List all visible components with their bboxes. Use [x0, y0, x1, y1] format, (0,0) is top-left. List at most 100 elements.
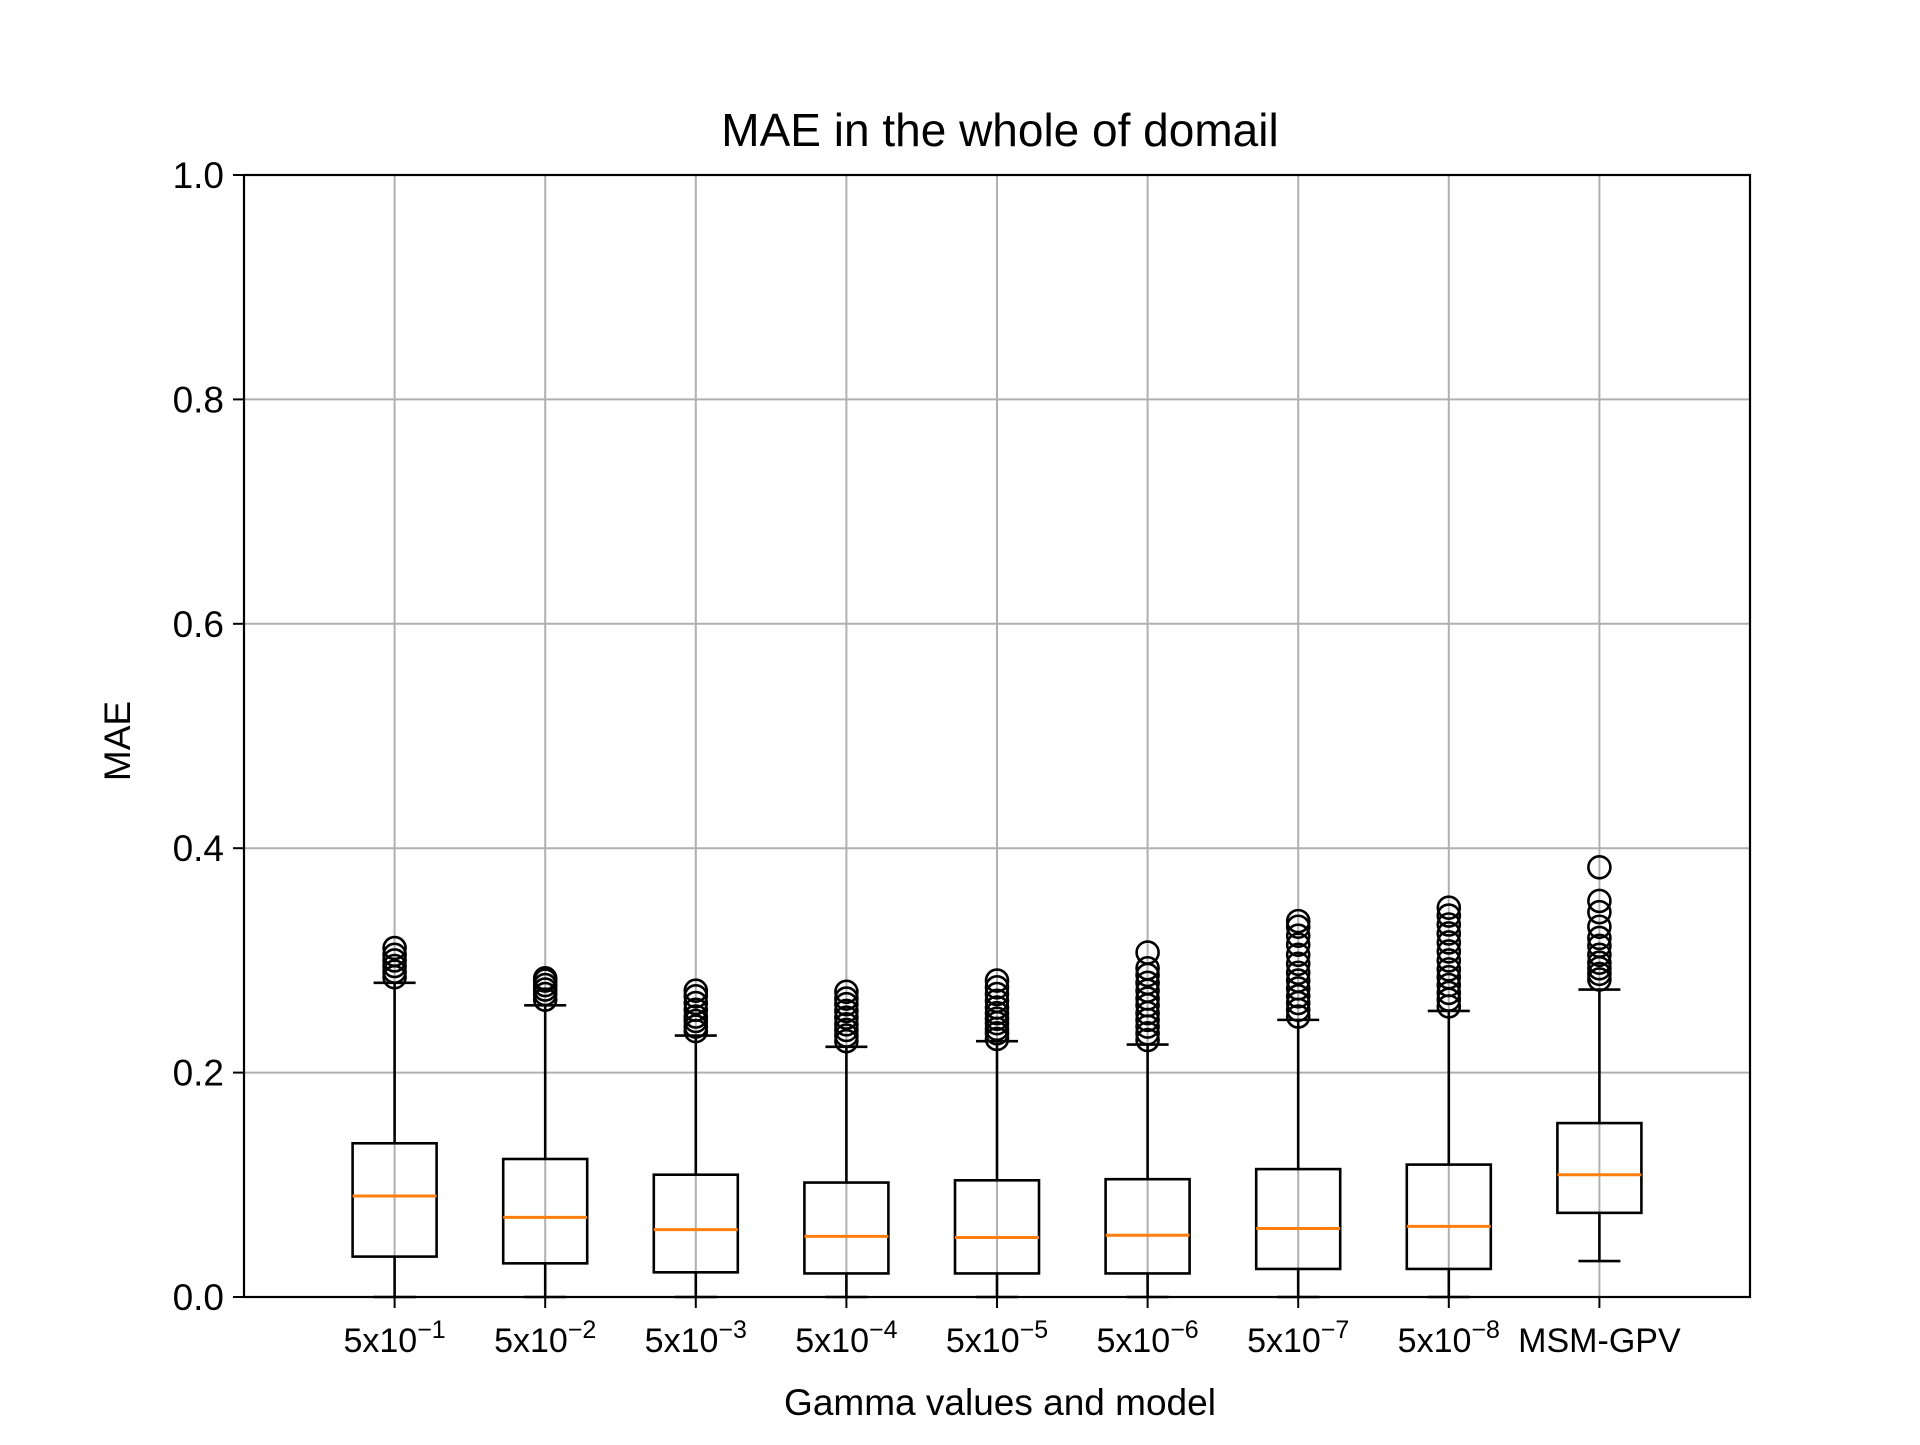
iqr-box [652, 1173, 740, 1274]
outlier-point [1587, 950, 1612, 975]
y-tick-label: 0.6 [173, 604, 224, 645]
outlier-point [984, 1006, 1010, 1032]
x-tick-label: 5x10−3 [645, 1316, 747, 1360]
box-group [501, 966, 589, 1299]
outlier-point [1285, 914, 1311, 940]
y-tick-label: 0.2 [173, 1053, 224, 1094]
outlier-point [1436, 957, 1462, 982]
outlier-point [834, 1017, 859, 1043]
outlier-point [1285, 960, 1311, 986]
x-axis-label: Gamma values and model [784, 1382, 1216, 1423]
outlier-point [683, 1014, 709, 1039]
iqr-box [953, 1179, 1041, 1275]
outlier-point [1587, 854, 1612, 880]
box-group [1254, 908, 1342, 1299]
outlier-point [984, 968, 1010, 993]
outlier-point [382, 942, 407, 968]
chart-title: MAE in the whole of domail [721, 104, 1278, 156]
x-tick-label: 5x10−4 [795, 1316, 897, 1360]
outlier-point [1436, 964, 1462, 990]
outlier-point [1285, 923, 1311, 949]
outlier-point [1285, 932, 1311, 957]
outlier-point [834, 1023, 859, 1048]
x-tick-label: 5x10−7 [1247, 1316, 1349, 1360]
outlier-point [1285, 942, 1311, 968]
outlier-point [1436, 948, 1462, 973]
outlier-point [1285, 951, 1311, 977]
y-tick-label: 0.8 [173, 379, 224, 420]
outlier-point [532, 966, 558, 991]
outlier-point [1285, 1004, 1311, 1029]
y-axis-label: MAE [97, 701, 138, 781]
iqr-box [1405, 1163, 1493, 1271]
iqr-box [803, 1181, 890, 1275]
outlier-point [834, 1028, 859, 1054]
outlier-point [834, 986, 859, 1011]
outlier-point [1135, 970, 1160, 996]
ticks-layer: 0.0 0.2 0.4 0.6 0.8 1.0 5x10−1 5x10−2 5x10−3 5x10… [173, 155, 1681, 1360]
box-group [953, 968, 1041, 1299]
outlier-point [382, 935, 407, 961]
outlier-point [683, 978, 709, 1003]
outlier-point [1436, 930, 1462, 955]
box-group [803, 979, 890, 1299]
y-tick-label: 0.4 [173, 828, 224, 869]
outlier-point [984, 975, 1010, 1000]
outlier-point [1436, 903, 1462, 928]
y-tick-label: 0.0 [173, 1277, 224, 1318]
outlier-point [834, 1005, 859, 1030]
outlier-point [984, 981, 1010, 1007]
outlier-point [1587, 967, 1612, 992]
outlier-point [834, 991, 859, 1017]
iqr-box [501, 1157, 589, 1265]
outlier-point [1135, 1027, 1160, 1053]
iqr-box [1254, 1167, 1342, 1271]
x-tick-label: 5x10−1 [343, 1316, 445, 1360]
outlier-point [1587, 942, 1612, 968]
outlier-point [1135, 955, 1160, 981]
outlier-point [984, 1000, 1010, 1026]
outlier-point [984, 1026, 1010, 1052]
outlier-point [984, 995, 1010, 1020]
outlier-point [683, 990, 709, 1016]
outlier-point [1587, 925, 1612, 951]
x-tick-label: 5x10−5 [946, 1316, 1048, 1360]
outlier-point [834, 1012, 859, 1037]
outlier-point [1436, 972, 1462, 998]
box-group [1556, 854, 1643, 1263]
outlier-point [1587, 899, 1612, 925]
outlier-point [683, 997, 709, 1023]
outlier-point [1587, 961, 1612, 987]
outlier-point [382, 959, 407, 984]
y-tick-label: 1.0 [173, 155, 224, 196]
outlier-point [1436, 980, 1462, 1006]
x-tick-label: 5x10−6 [1096, 1316, 1198, 1360]
outlier-point [1436, 939, 1462, 964]
outlier-point [1135, 940, 1160, 965]
outlier-point [1587, 914, 1612, 940]
x-tick-label: 5x10−8 [1398, 1316, 1500, 1360]
iqr-box [351, 1141, 438, 1258]
outlier-point [382, 948, 407, 973]
outlier-point [1285, 968, 1311, 993]
outlier-point [1587, 933, 1612, 959]
outlier-point [1436, 895, 1462, 920]
x-tick-label: MSM-GPV [1518, 1322, 1681, 1360]
outlier-point [1285, 984, 1311, 1009]
outlier-point [984, 988, 1010, 1014]
iqr-box [1104, 1177, 1191, 1275]
outlier-point [1436, 921, 1462, 946]
iqr-box [1556, 1121, 1643, 1215]
outlier-point [683, 1004, 709, 1029]
outlier-point [382, 953, 407, 979]
box-group [652, 978, 740, 1299]
outlier-point [1285, 908, 1311, 934]
x-tick-label: 5x10−2 [494, 1316, 596, 1360]
outlier-point [683, 984, 709, 1009]
outlier-point [1587, 888, 1612, 914]
outlier-point [834, 998, 859, 1024]
outlier-point [1135, 986, 1160, 1011]
